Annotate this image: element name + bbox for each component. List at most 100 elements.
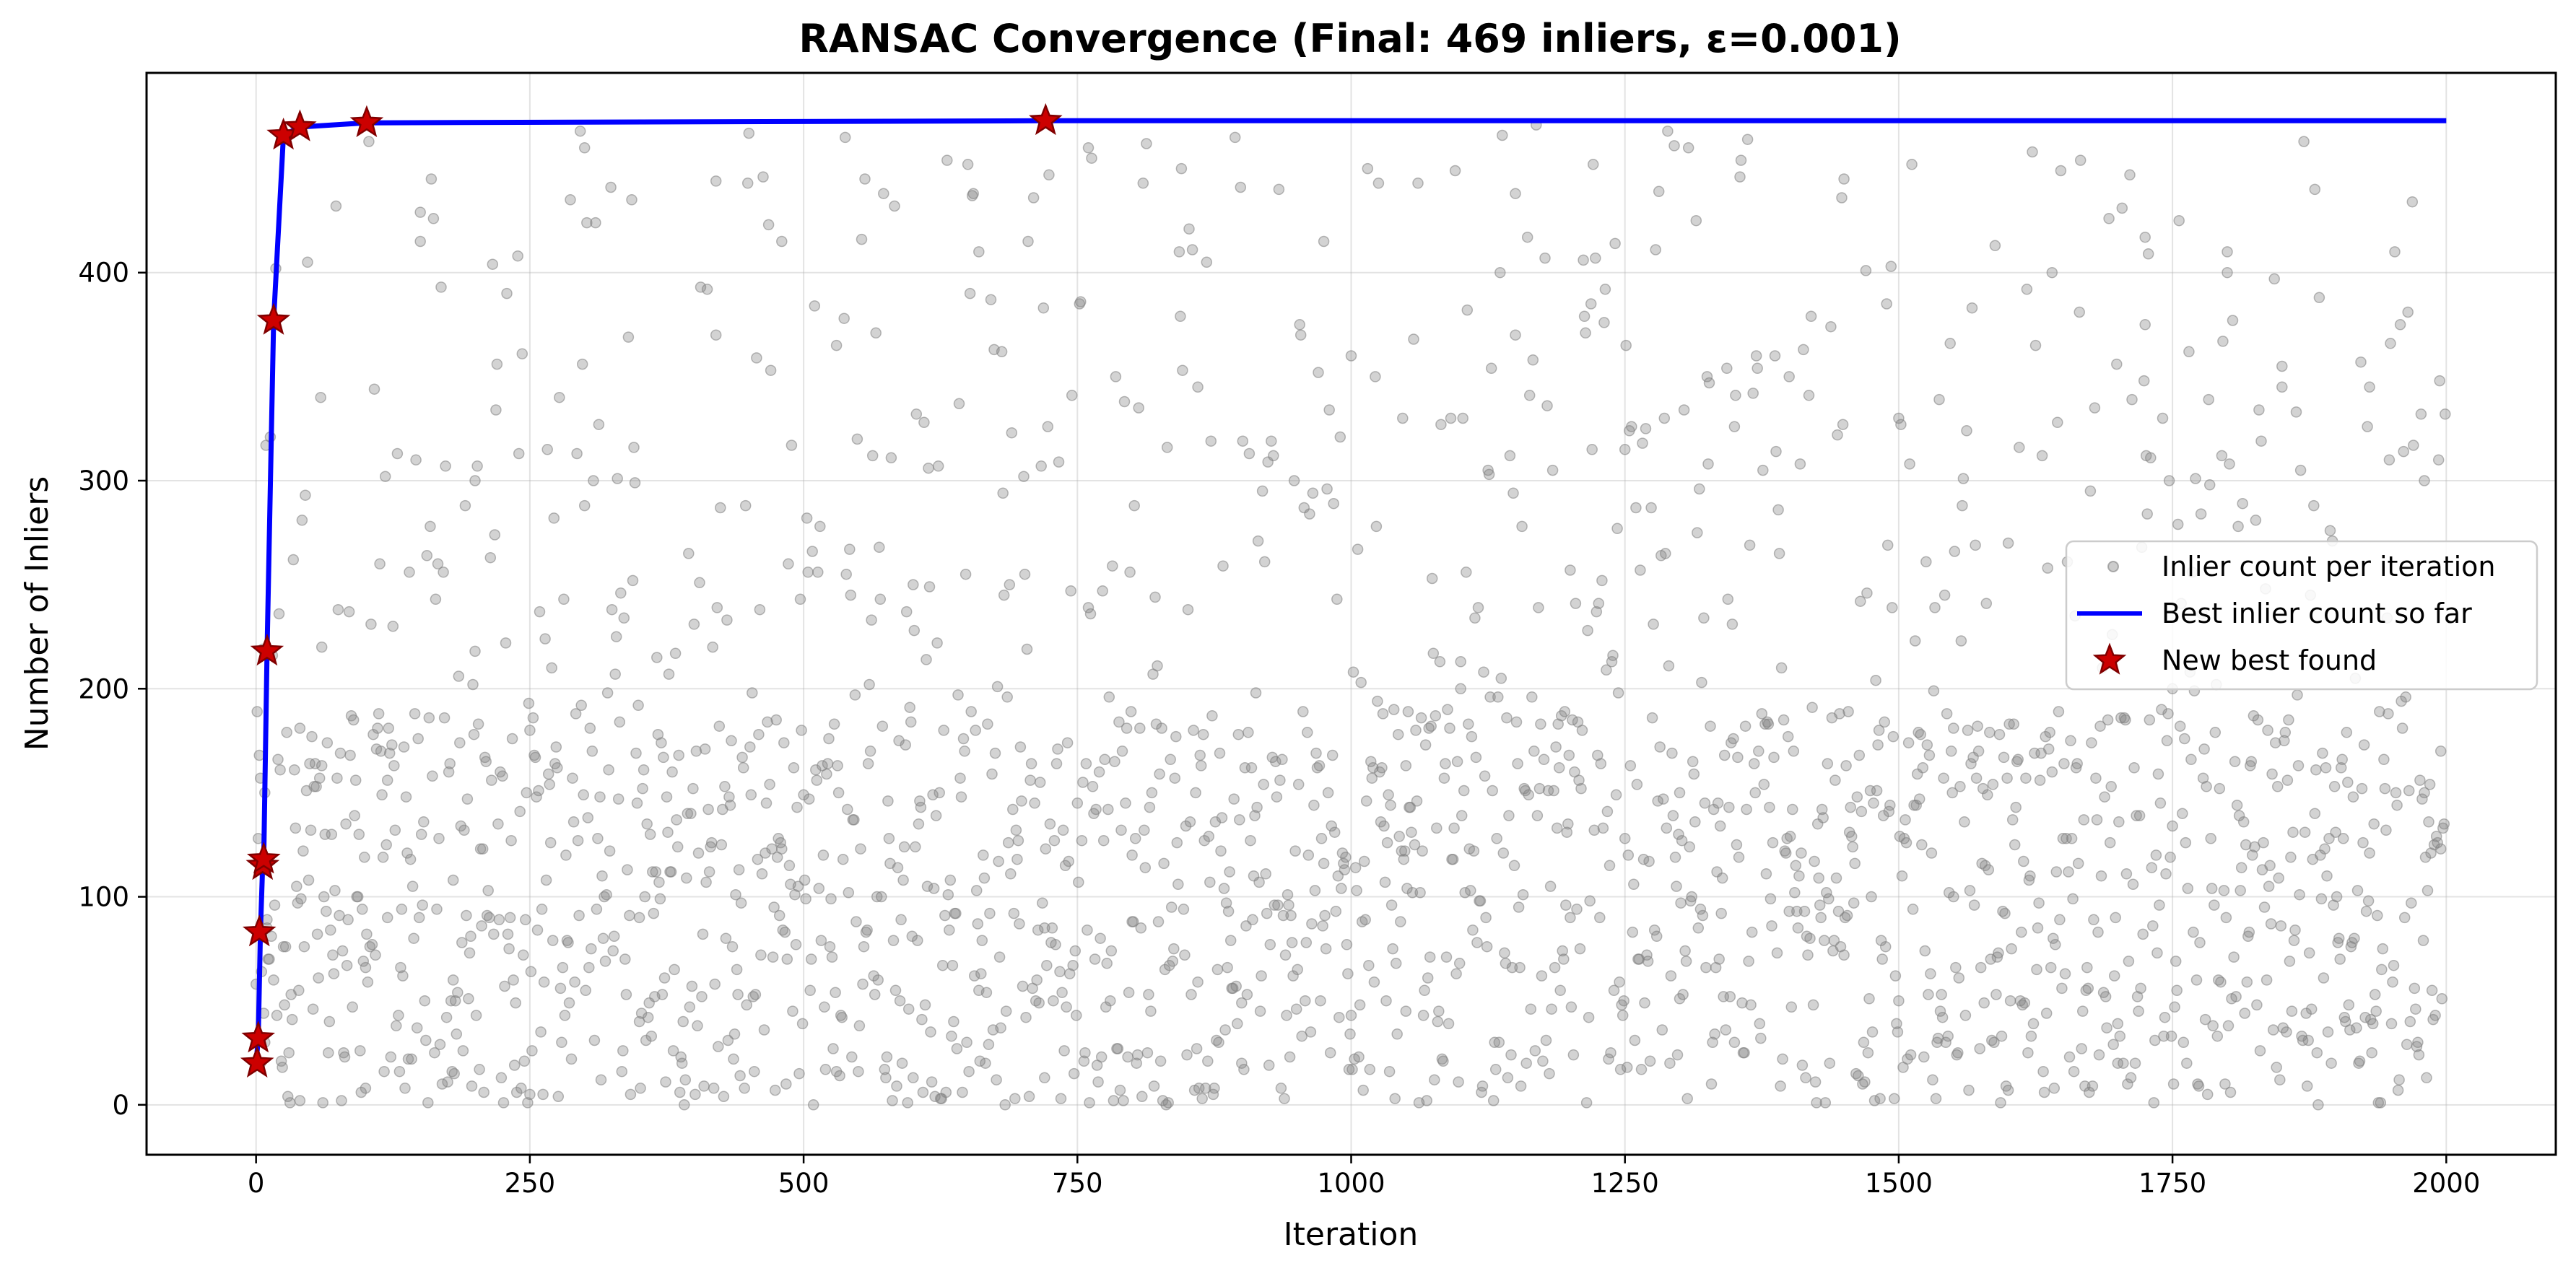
scatter-point [1252,535,1264,547]
scatter-point [2269,737,2281,748]
scatter-point [591,904,603,915]
scatter-point [1512,758,1523,769]
scatter-point [622,864,633,875]
scatter-point [305,824,317,836]
scatter-point [614,716,626,728]
scatter-point [692,847,705,859]
scatter-point [1741,803,1752,816]
scatter-point [1113,716,1125,728]
scatter-point [2172,518,2184,530]
scatter-point [393,1065,406,1078]
scatter-point [326,829,338,840]
scatter-point [1468,845,1480,857]
scatter-point [1603,1053,1614,1065]
scatter-point [1822,758,1834,769]
scatter-point [425,520,436,533]
scatter-point [1593,598,1605,609]
scatter-point [1963,1084,1975,1096]
scatter-point [2032,922,2044,934]
scatter-point [1660,548,1671,559]
scatter-point [1056,987,1068,998]
scatter-point [1868,798,1879,809]
scatter-point [2265,918,2277,930]
scatter-point [1365,756,1377,767]
scatter-point [2076,1043,2087,1054]
scatter-point [1408,333,1419,345]
scatter-point [1800,1072,1811,1084]
scatter-point [273,608,285,620]
scatter-point [739,499,752,512]
scatter-point [2415,408,2427,420]
grid-lines [147,73,2556,1155]
scatter-point [1224,866,1235,878]
scatter-point [721,614,733,626]
scatter-point [1191,1043,1203,1054]
scatter-point [2209,899,2220,911]
scatter-point [1541,400,1553,411]
scatter-point [1139,824,1150,836]
scatter-point [2396,722,2409,734]
scatter-point [2387,976,2398,988]
scatter-point [2063,866,2074,878]
scatter-point [1787,803,1798,816]
scatter-point [1322,787,1334,799]
scatter-point [1701,371,1713,383]
scatter-point [385,1051,397,1063]
scatter-point [2123,956,2135,967]
scatter-point [1483,468,1495,481]
scatter-point [2330,826,2341,838]
scatter-point [1364,1064,1376,1075]
scatter-point [1927,1074,1938,1085]
scatter-point [601,888,612,901]
scatter-point [495,1072,508,1084]
scatter-point [2423,816,2434,828]
scatter-point [596,870,608,882]
scatter-point [1406,887,1419,899]
scatter-point [2337,833,2349,844]
scatter-point [2201,781,2212,792]
scatter-point [469,475,481,486]
scatter-point [2154,798,2167,809]
scatter-point [1276,753,1288,766]
scatter-point [1112,1043,1124,1054]
scatter-point [399,1083,411,1094]
scatter-point [544,836,557,849]
scatter-point [1032,924,1044,936]
scatter-point [1739,1046,1750,1059]
scatter-point [1715,907,1727,919]
scatter-point [2146,862,2158,873]
scatter-point [1631,779,1643,790]
scatter-point [1168,943,1180,955]
scatter-point [560,849,572,861]
scatter-point [1061,737,1074,748]
scatter-point [1001,691,1013,703]
scatter-point [1108,1095,1120,1106]
scatter-point [1990,989,2002,1000]
scatter-point [1079,1046,1091,1059]
scatter-point [1222,905,1235,917]
scatter-point [1946,787,1958,799]
scatter-point [1978,997,1990,1009]
scatter-point [1605,1046,1616,1059]
scatter-point [799,874,811,886]
scatter-point [447,874,459,886]
scatter-point [1527,354,1539,366]
scatter-point [361,928,373,940]
scatter-point [1755,1032,1767,1044]
scatter-point [2016,926,2027,938]
scatter-point [2281,1026,2292,1038]
scatter-point [2124,169,2136,181]
scatter-point [1430,710,1442,722]
scatter-point [1964,885,1976,896]
scatter-point [2227,315,2239,326]
scatter-point [871,891,883,903]
scatter-point [845,589,857,601]
scatter-point [1930,1093,1942,1104]
scatter-point [349,810,360,821]
scatter-point [1264,939,1276,951]
x-axis-ticks: 0 250 500 750 1000 1250 1500 1750 2000 [248,1155,2480,1199]
scatter-point [970,885,983,896]
scatter-point [1158,857,1170,870]
scatter-point [1762,718,1775,730]
scatter-point [1533,782,1546,795]
